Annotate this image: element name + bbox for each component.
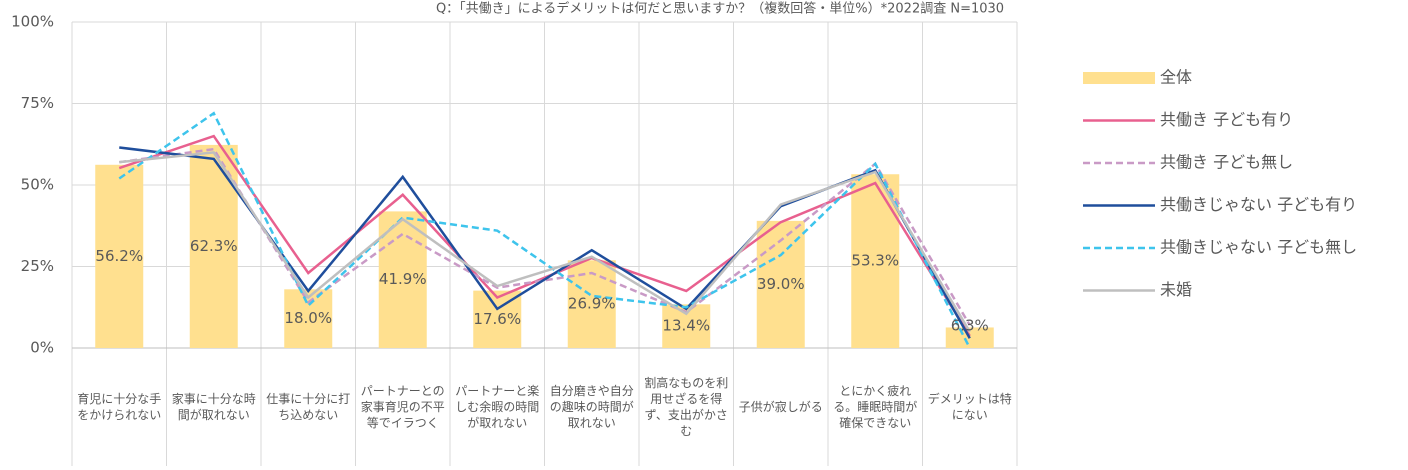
legend-label: 未婚	[1160, 280, 1192, 299]
legend-swatch	[1083, 72, 1155, 84]
legend-label: 共働きじゃない 子ども無し	[1160, 238, 1357, 257]
x-tick-label: 育児に十分な手をかけられない	[77, 392, 162, 422]
value-label: 13.4%	[662, 317, 710, 335]
bar	[851, 174, 900, 348]
value-label: 56.2%	[95, 247, 143, 265]
y-tick-label: 0%	[30, 339, 54, 357]
legend-label: 共働き 子ども無し	[1160, 153, 1293, 172]
x-tick-label: 子供が寂しがる	[738, 400, 823, 414]
value-label: 26.9%	[568, 295, 616, 313]
bar	[756, 220, 805, 348]
series-line	[118, 111, 971, 349]
x-tick-label: 仕事に十分に打ち込めない	[266, 392, 351, 422]
x-tick-label: パートナーと楽しむ余暇の時間が取れない	[455, 384, 540, 430]
value-label: 39.0%	[757, 275, 805, 293]
value-label: 41.9%	[379, 270, 427, 288]
y-tick-label: 50%	[21, 176, 54, 194]
value-label: 17.6%	[473, 310, 521, 328]
series-line	[118, 134, 971, 337]
legend-label: 共働き 子ども有り	[1160, 110, 1293, 129]
bar	[95, 164, 144, 348]
x-tick-label: 割高なものを利用せざるを得ず、支出がかさむ	[644, 376, 729, 438]
y-tick-label: 25%	[21, 257, 54, 275]
value-label: 62.3%	[190, 237, 238, 255]
y-tick-label: 75%	[21, 94, 54, 112]
x-tick-label: 家事に十分な時間が取れない	[171, 392, 256, 422]
chart-title: Q：「共働き」によるデメリットは何だと思いますか？（複数回答・単位%）*2022…	[436, 1, 1004, 17]
legend-label: 全体	[1160, 68, 1192, 87]
y-tick-label: 100%	[11, 13, 54, 31]
x-tick-label: デメリットは特にない	[927, 392, 1012, 422]
x-tick-label: 自分磨きや自分の趣味の時間が取れない	[549, 384, 634, 430]
bar	[284, 289, 333, 348]
x-tick-label: パートナーとの家事育児の不平等でイラつく	[360, 384, 445, 430]
value-label: 18.0%	[284, 309, 332, 327]
legend-label: 共働きじゃない 子ども有り	[1160, 195, 1357, 214]
bar	[567, 260, 616, 348]
value-label: 53.3%	[851, 252, 899, 270]
x-tick-label: とにかく疲れる。睡眠時間が確保できない	[833, 384, 918, 430]
value-label: 6.3%	[951, 317, 989, 335]
series-line	[119, 151, 971, 333]
